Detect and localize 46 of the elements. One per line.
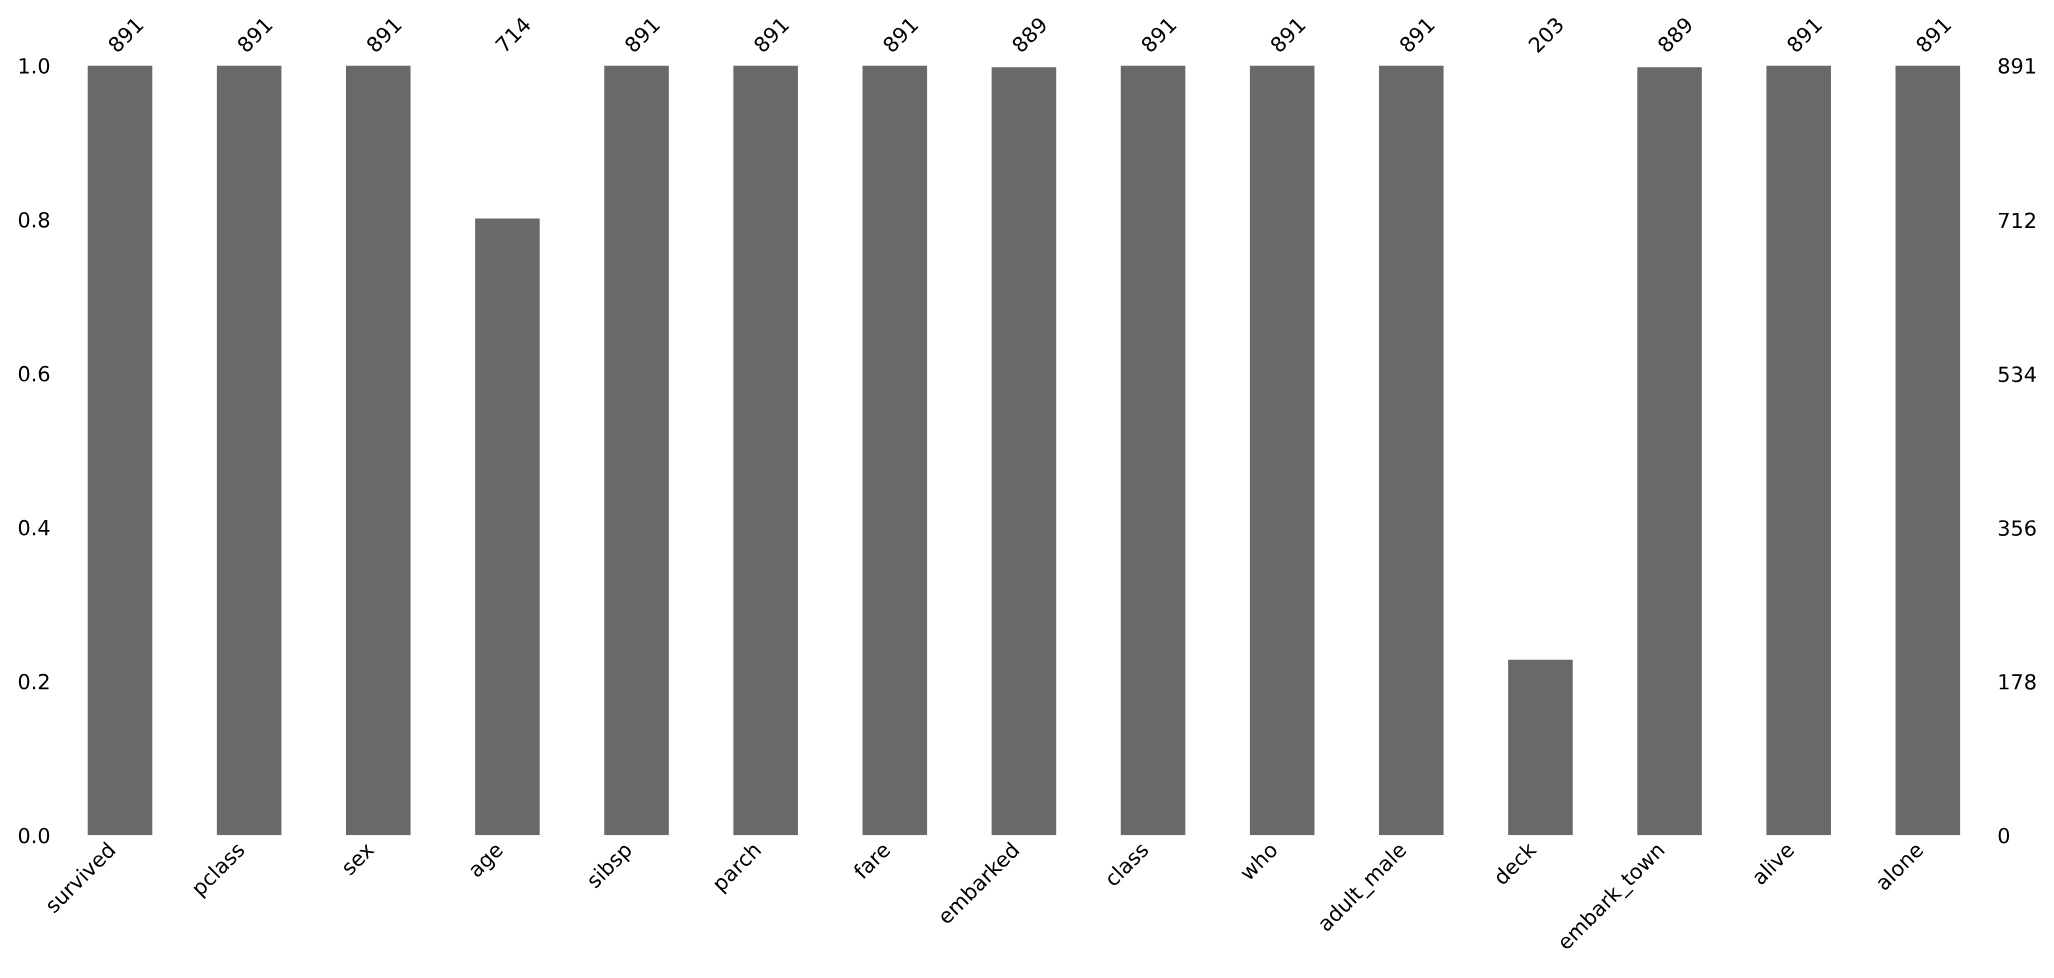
text: 891	[365, 16, 403, 54]
text: 891	[107, 16, 144, 54]
text: 891	[1269, 16, 1307, 54]
y-tick-label: 0.2	[18, 673, 49, 690]
y-tick-label: 0.6	[18, 365, 50, 382]
text: 889	[1010, 16, 1049, 54]
y2-tick-label: 534	[1998, 366, 2036, 383]
text: 891	[236, 16, 274, 54]
y-tick-label: 1.0	[19, 57, 50, 74]
text: 891	[1140, 16, 1177, 54]
x-tick-label: who	[1238, 840, 1279, 882]
bar	[346, 65, 411, 836]
y2-tick-label: 0	[1998, 827, 2010, 844]
x-tick-label: sex	[342, 843, 375, 876]
x-tick-label: fare	[851, 840, 892, 881]
bar	[1637, 67, 1702, 836]
y2-tick-label: 891	[1998, 57, 2036, 74]
bar	[1379, 65, 1444, 836]
bar	[1508, 659, 1573, 836]
bar	[1249, 65, 1315, 836]
bar	[733, 65, 798, 836]
text: 891	[623, 16, 661, 54]
text: 891	[1398, 16, 1436, 54]
text: 891	[1785, 16, 1823, 54]
bar	[87, 65, 153, 836]
bar	[604, 65, 669, 836]
text: 891	[881, 16, 919, 54]
text: 714	[494, 16, 532, 53]
y-tick-label: 0.8	[18, 211, 50, 228]
y-tick-label: 0.0	[18, 827, 50, 844]
bar	[216, 65, 282, 836]
bar	[1120, 65, 1186, 836]
x-tick-label: age	[469, 843, 507, 881]
text: 203	[1527, 16, 1565, 54]
bar	[862, 65, 928, 836]
y-tick-label: 0.4	[18, 519, 50, 536]
text: 891	[752, 16, 790, 54]
text: 891	[1914, 16, 1952, 54]
bar	[991, 67, 1057, 836]
text: 889	[1656, 16, 1694, 54]
bar	[1895, 65, 1961, 836]
y2-tick-label: 178	[1999, 673, 2036, 690]
y2-tick-label: 356	[1998, 520, 2036, 536]
y2-tick-label: 712	[1998, 212, 2035, 229]
bar	[475, 218, 540, 836]
bar	[1766, 65, 1831, 836]
